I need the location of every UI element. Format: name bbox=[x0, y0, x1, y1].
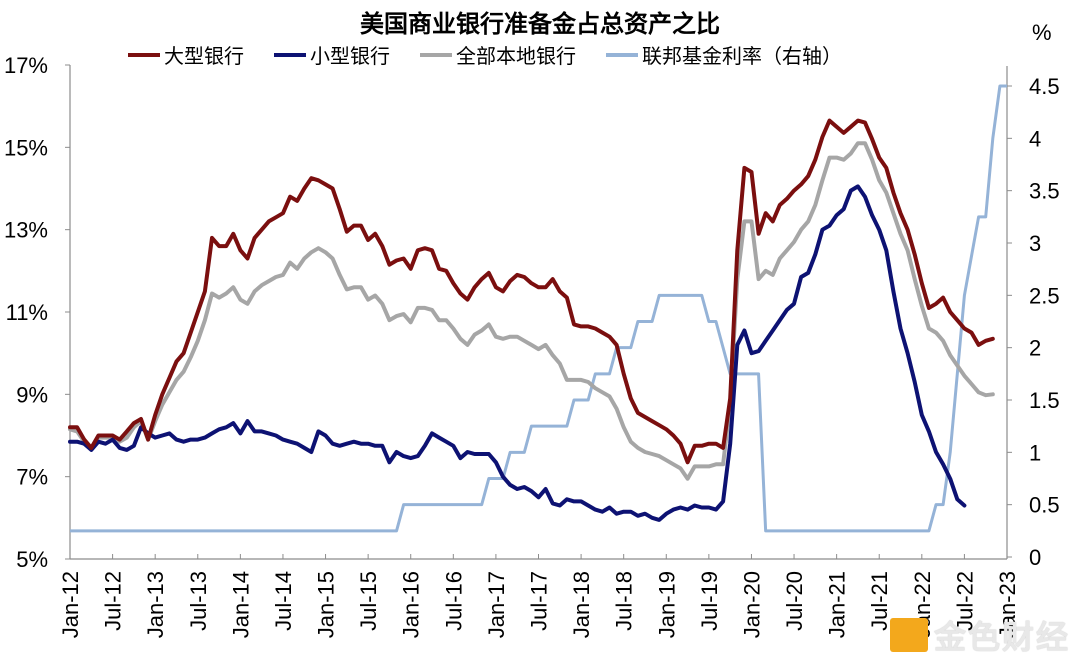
x-axis-tick-label: Jul-22 bbox=[952, 571, 977, 631]
right-axis-tick-label: 0 bbox=[1029, 545, 1041, 570]
chart-legend: 大型银行 小型银行 全部本地银行 联邦基金利率（右轴） bbox=[128, 40, 842, 69]
x-axis-tick-label: Jul-21 bbox=[867, 571, 892, 631]
x-axis-tick-label: Jan-20 bbox=[739, 571, 764, 638]
series-line-small-banks bbox=[68, 184, 967, 522]
right-axis-tick-label: 4.5 bbox=[1029, 74, 1060, 99]
series-line-all-domestic-banks bbox=[68, 141, 995, 481]
x-axis-tick-label: Jan-18 bbox=[569, 571, 594, 638]
right-axis-tick-label: 4 bbox=[1029, 126, 1041, 151]
right-axis-tick-label: 1.5 bbox=[1029, 388, 1060, 413]
legend-item-large-banks: 大型银行 bbox=[128, 40, 244, 69]
x-axis-tick-label: Jul-12 bbox=[101, 571, 126, 631]
legend-item-fed-funds-rate: 联邦基金利率（右轴） bbox=[606, 40, 842, 69]
right-axis-unit: % bbox=[1032, 20, 1052, 45]
x-axis-tick-label: Jan-19 bbox=[654, 571, 679, 638]
legend-item-all-domestic-banks: 全部本地银行 bbox=[420, 40, 576, 69]
legend-label: 大型银行 bbox=[164, 44, 244, 68]
series-line-large-banks bbox=[68, 118, 995, 465]
x-axis-tick-label: Jul-18 bbox=[612, 571, 637, 631]
x-axis-tick-label: Jan-15 bbox=[314, 571, 339, 638]
legend-label: 全部本地银行 bbox=[456, 44, 576, 68]
x-axis-tick-label: Jan-12 bbox=[58, 571, 83, 638]
watermark: 金色财经 bbox=[890, 612, 1070, 658]
right-axis-tick-label: 2.5 bbox=[1029, 283, 1060, 308]
x-axis-tick-label: Jan-23 bbox=[995, 571, 1020, 638]
x-axis-tick-label: Jan-16 bbox=[399, 571, 424, 638]
left-axis-tick-label: 7% bbox=[16, 465, 48, 490]
right-axis-tick-label: 2 bbox=[1029, 336, 1041, 361]
legend-label: 联邦基金利率（右轴） bbox=[642, 44, 842, 68]
left-axis-tick-label: 15% bbox=[4, 135, 48, 160]
x-axis-tick-label: Jul-20 bbox=[782, 571, 807, 631]
chart-title: 美国商业银行准备金占总资产之比 bbox=[360, 10, 720, 38]
right-axis-tick-label: 3 bbox=[1029, 231, 1041, 256]
x-axis-tick-label: Jul-14 bbox=[271, 571, 296, 631]
left-axis-tick-label: 5% bbox=[16, 547, 48, 572]
x-axis-tick-label: Jul-13 bbox=[186, 571, 211, 631]
watermark-logo-icon bbox=[890, 618, 928, 652]
right-axis-tick-label: 1 bbox=[1029, 440, 1041, 465]
left-axis-tick-label: 9% bbox=[16, 382, 48, 407]
watermark-text: 金色财经 bbox=[934, 618, 1071, 656]
right-axis-tick-label: 0.5 bbox=[1029, 493, 1060, 518]
x-axis-tick-label: Jul-15 bbox=[356, 571, 381, 631]
x-axis-tick-label: Jul-19 bbox=[697, 571, 722, 631]
legend-label: 小型银行 bbox=[310, 44, 390, 68]
legend-swatch-fed-funds-rate bbox=[606, 52, 638, 57]
x-axis-tick-label: Jul-17 bbox=[527, 571, 552, 631]
left-axis-tick-label: 13% bbox=[4, 218, 48, 243]
x-axis-tick-label: Jan-21 bbox=[825, 571, 850, 638]
x-axis-tick-label: Jan-14 bbox=[228, 571, 253, 638]
left-axis-tick-label: 11% bbox=[6, 300, 48, 325]
left-axis-tick-label: 17% bbox=[4, 53, 48, 78]
legend-swatch-large-banks bbox=[128, 52, 160, 57]
legend-item-small-banks: 小型银行 bbox=[274, 40, 390, 69]
x-axis-tick-label: Jan-17 bbox=[484, 571, 509, 638]
legend-swatch-small-banks bbox=[274, 52, 306, 57]
legend-swatch-all-domestic-banks bbox=[420, 52, 452, 57]
series-line-fed-funds-rate bbox=[70, 84, 1007, 533]
right-axis-tick-label: 3.5 bbox=[1029, 179, 1060, 204]
x-axis-tick-label: Jul-16 bbox=[441, 571, 466, 631]
x-axis-tick-label: Jan-13 bbox=[143, 571, 168, 638]
